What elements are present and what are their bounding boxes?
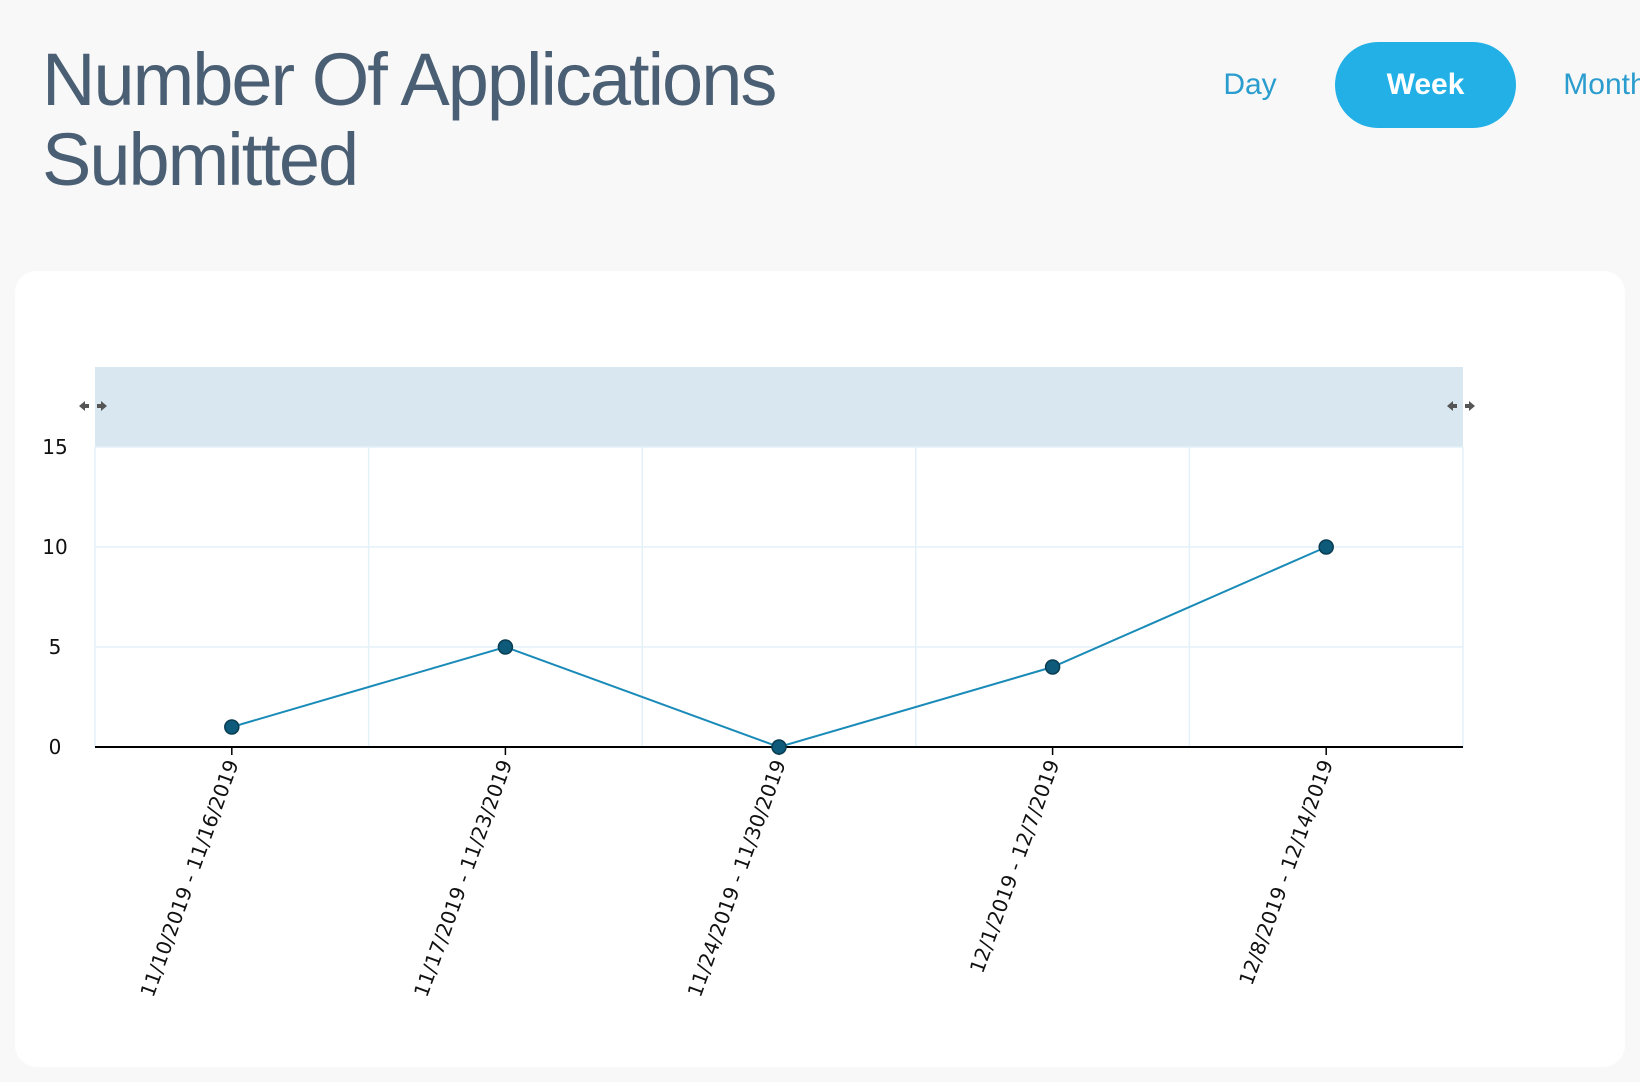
month-button[interactable]: Month xyxy=(1520,42,1640,128)
period-toggle: Day Week Month xyxy=(1120,42,1640,128)
data-point[interactable] xyxy=(1044,659,1061,675)
line-chart: 0 5 10 15 11/10/2019 - 11/16/2019 11/17/2019 … xyxy=(42,367,1475,1000)
data-point[interactable] xyxy=(224,719,240,735)
data-point[interactable] xyxy=(771,739,787,755)
week-button[interactable]: Week xyxy=(1335,42,1516,128)
axes: 0 5 10 15 11/10/2019 - 11/16/2019 11/17/2019 … xyxy=(42,435,1463,1000)
x-tick-label: 12/1/2019 - 12/7/2019 xyxy=(965,757,1065,977)
y-tick-label: 10 xyxy=(42,535,67,559)
range-selector[interactable] xyxy=(79,367,1475,447)
grid xyxy=(94,446,1464,747)
data-point[interactable] xyxy=(497,639,514,655)
y-tick-label: 5 xyxy=(49,635,62,659)
x-tick-label: 12/8/2019 - 12/14/2019 xyxy=(1234,757,1338,989)
chart-card: 0 5 10 15 11/10/2019 - 11/16/2019 11/17/2019 … xyxy=(15,271,1625,1067)
left-right-arrow-icon[interactable] xyxy=(79,401,107,411)
left-right-arrow-icon[interactable] xyxy=(1447,401,1475,411)
series xyxy=(224,539,1334,755)
x-tick-label: 11/17/2019 - 11/23/2019 xyxy=(409,757,517,1001)
x-tick-label: 11/24/2019 - 11/30/2019 xyxy=(682,757,790,1001)
data-point[interactable] xyxy=(1318,539,1334,555)
range-selector-band[interactable] xyxy=(95,367,1463,447)
page-title: Number Of Applications Submitted xyxy=(42,38,777,201)
y-tick-label: 0 xyxy=(49,735,62,759)
day-button[interactable]: Day xyxy=(1175,42,1325,128)
x-tick-label: 11/10/2019 - 11/16/2019 xyxy=(135,757,243,1001)
y-tick-label: 15 xyxy=(42,435,67,459)
